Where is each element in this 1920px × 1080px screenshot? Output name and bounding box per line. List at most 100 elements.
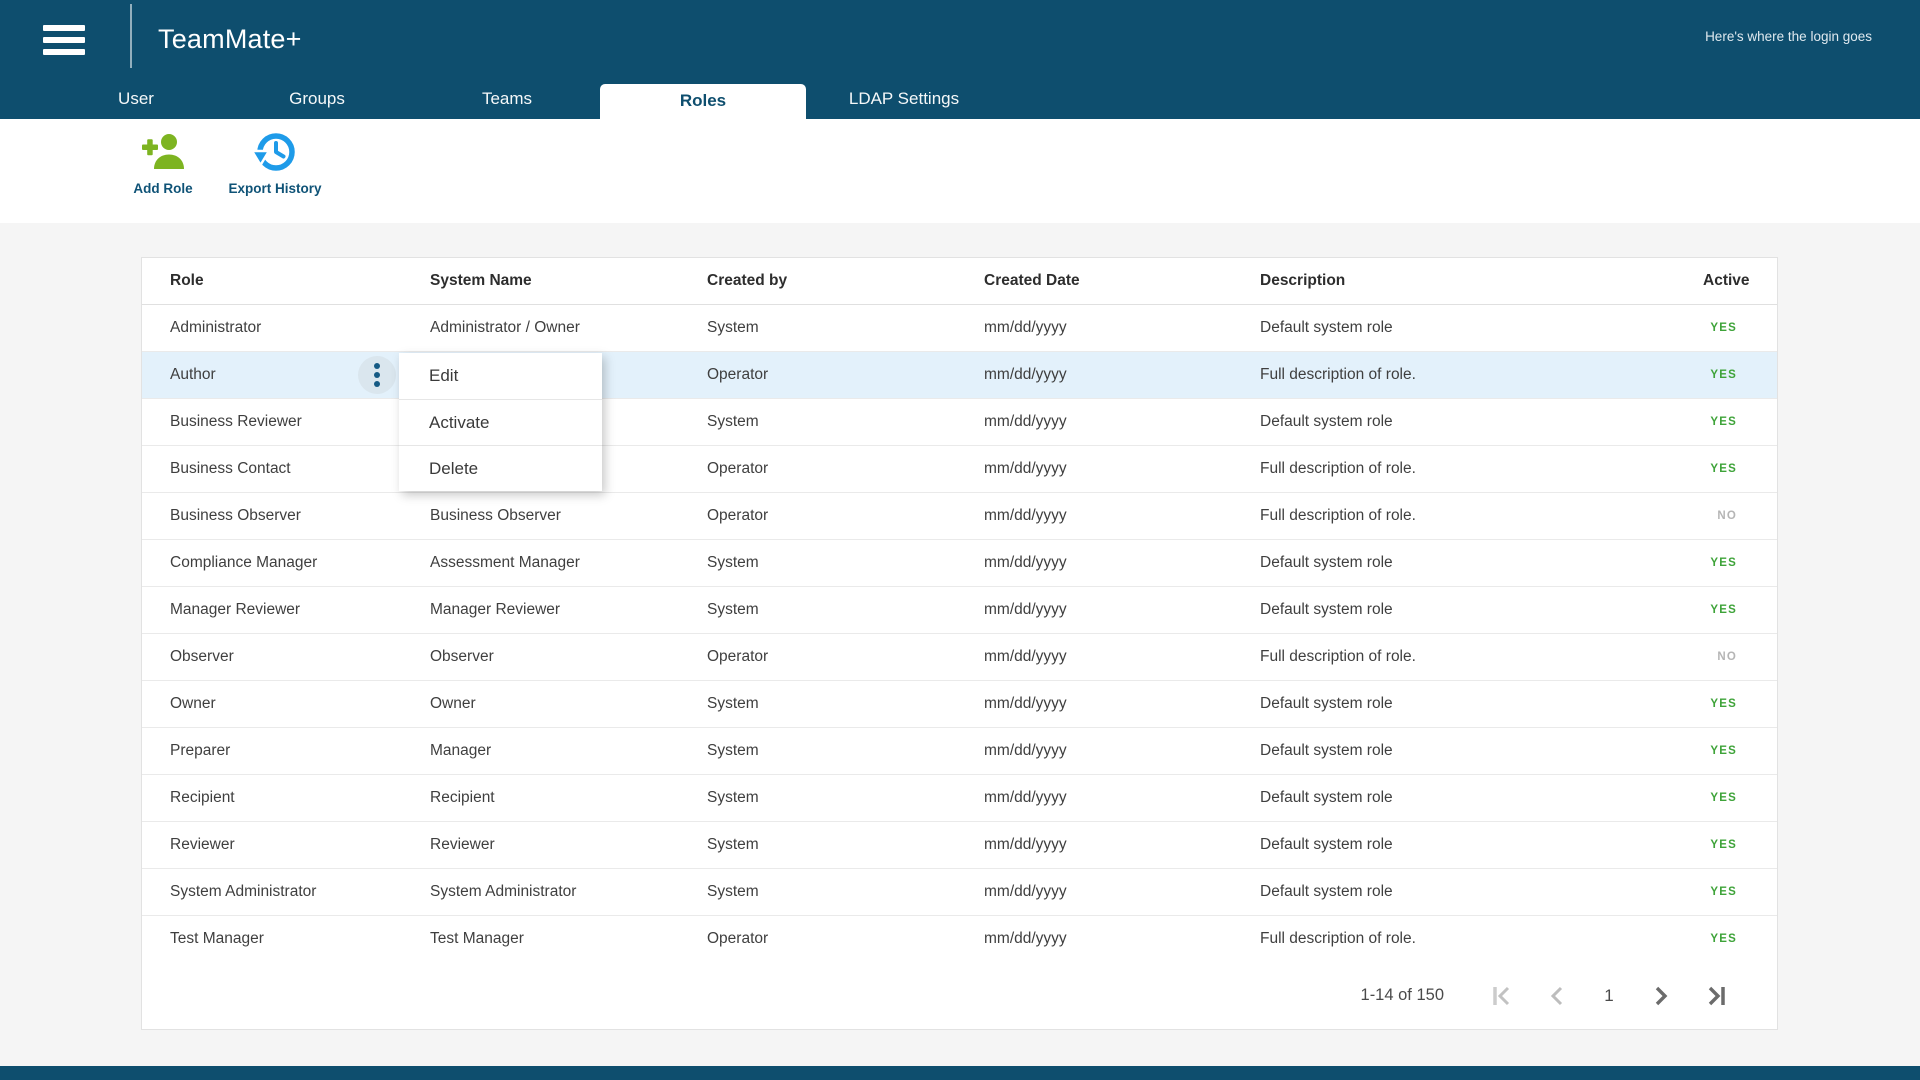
context-menu: Edit Activate Delete xyxy=(399,353,602,491)
cell-active-status: YES xyxy=(1710,792,1737,804)
cell-created-by: System xyxy=(707,789,759,806)
cell-system-name: Business Observer xyxy=(430,507,561,524)
previous-page-button[interactable] xyxy=(1544,983,1570,1009)
cell-description: Full description of role. xyxy=(1260,648,1416,665)
cell-created-by: System xyxy=(707,695,759,712)
cell-role: Author xyxy=(170,366,216,383)
cell-created-date: mm/dd/yyyy xyxy=(984,695,1067,712)
cell-created-date: mm/dd/yyyy xyxy=(984,883,1067,900)
cell-role: Test Manager xyxy=(170,930,264,947)
cell-role: Preparer xyxy=(170,742,231,759)
cell-active-status: YES xyxy=(1710,463,1737,475)
cell-created-date: mm/dd/yyyy xyxy=(984,742,1067,759)
cell-active-status: YES xyxy=(1710,886,1737,898)
cell-created-date: mm/dd/yyyy xyxy=(984,460,1067,477)
tab-user[interactable]: User xyxy=(118,89,154,108)
cell-system-name: Manager Reviewer xyxy=(430,601,561,618)
cell-active-status: NO xyxy=(1717,651,1737,663)
cell-created-date: mm/dd/yyyy xyxy=(984,319,1067,336)
tab-roles[interactable]: Roles xyxy=(600,84,806,119)
login-area-text[interactable]: Here's where the login goes xyxy=(1705,29,1872,44)
cell-system-name: Reviewer xyxy=(430,836,495,853)
cell-description: Default system role xyxy=(1260,836,1393,853)
cell-role: Business Observer xyxy=(170,507,301,524)
last-page-button[interactable] xyxy=(1703,983,1729,1009)
cell-created-date: mm/dd/yyyy xyxy=(984,648,1067,665)
current-page-number[interactable]: 1 xyxy=(1604,985,1614,1005)
add-role-label: Add Role xyxy=(133,181,193,196)
menu-item-activate[interactable]: Activate xyxy=(399,399,602,445)
app-title: TeamMate+ xyxy=(158,24,302,54)
hamburger-menu-icon[interactable] xyxy=(43,25,85,55)
app-header: TeamMate+ Here's where the login goes xyxy=(0,0,1920,80)
page-range-label: 1-14 of 150 xyxy=(1360,986,1444,1004)
bottom-bar xyxy=(0,1066,1920,1080)
cell-system-name: Assessment Manager xyxy=(430,554,580,571)
column-header-description: Description xyxy=(1260,272,1346,289)
cell-role: Administrator xyxy=(170,319,262,336)
table-row[interactable]: System Administrator System Administrato… xyxy=(142,869,1777,916)
first-page-button[interactable] xyxy=(1489,983,1515,1009)
previous-page-icon xyxy=(1550,986,1563,1005)
cell-description: Full description of role. xyxy=(1260,366,1416,383)
cell-created-by: System xyxy=(707,554,759,571)
cell-role: Business Contact xyxy=(170,460,291,477)
cell-active-status: YES xyxy=(1710,698,1737,710)
cell-created-date: mm/dd/yyyy xyxy=(984,836,1067,853)
column-header-created-date: Created Date xyxy=(984,272,1080,289)
cell-description: Default system role xyxy=(1260,601,1393,618)
cell-system-name: Test Manager xyxy=(430,930,524,947)
table-row[interactable]: Administrator Administrator / Owner Syst… xyxy=(142,305,1777,352)
cell-created-by: Operator xyxy=(707,507,769,524)
table-body: Administrator Administrator / Owner Syst… xyxy=(142,305,1777,963)
table-row[interactable]: Compliance Manager Assessment Manager Sy… xyxy=(142,540,1777,587)
cell-role: Reviewer xyxy=(170,836,235,853)
cell-system-name: Manager xyxy=(430,742,492,759)
kebab-menu-button[interactable] xyxy=(358,356,396,394)
table-row[interactable]: Recipient Recipient System mm/dd/yyyy De… xyxy=(142,775,1777,822)
table-row[interactable]: Business Observer Business Observer Oper… xyxy=(142,493,1777,540)
cell-role: Manager Reviewer xyxy=(170,601,301,618)
cell-created-by: System xyxy=(707,319,759,336)
cell-description: Default system role xyxy=(1260,554,1393,571)
cell-description: Default system role xyxy=(1260,695,1393,712)
table-row[interactable]: Owner Owner System mm/dd/yyyy Default sy… xyxy=(142,681,1777,728)
toolbar: Add Role Export History xyxy=(0,119,1920,223)
table-row[interactable]: Preparer Manager System mm/dd/yyyy Defau… xyxy=(142,728,1777,775)
cell-created-date: mm/dd/yyyy xyxy=(984,930,1067,947)
cell-description: Default system role xyxy=(1260,319,1393,336)
export-history-button[interactable]: Export History xyxy=(225,129,325,196)
tab-teams[interactable]: Teams xyxy=(481,89,533,108)
tab-ldap-settings[interactable]: LDAP Settings xyxy=(848,89,960,108)
cell-created-by: System xyxy=(707,601,759,618)
add-person-icon xyxy=(142,134,184,169)
cell-created-date: mm/dd/yyyy xyxy=(984,554,1067,571)
table-row[interactable]: Observer Observer Operator mm/dd/yyyy Fu… xyxy=(142,634,1777,681)
cell-description: Full description of role. xyxy=(1260,507,1416,524)
table-row[interactable]: Business Reviewer System mm/dd/yyyy Defa… xyxy=(142,399,1777,446)
tab-groups[interactable]: Groups xyxy=(289,89,345,108)
add-role-button[interactable]: Add Role xyxy=(116,129,210,196)
column-header-created-by: Created by xyxy=(707,272,788,289)
table-row[interactable]: Business Contact Operator mm/dd/yyyy Ful… xyxy=(142,446,1777,493)
cell-created-by: Operator xyxy=(707,366,769,383)
table-row[interactable]: Author Operator mm/dd/yyyy Full descript… xyxy=(142,352,1777,399)
cell-created-by: System xyxy=(707,413,759,430)
header-divider xyxy=(130,4,132,68)
next-page-icon xyxy=(1655,986,1668,1005)
cell-active-status: YES xyxy=(1710,604,1737,616)
next-page-button[interactable] xyxy=(1648,983,1674,1009)
cell-created-date: mm/dd/yyyy xyxy=(984,507,1067,524)
menu-item-delete[interactable]: Delete xyxy=(399,445,602,491)
history-clock-icon xyxy=(252,133,295,171)
cell-created-by: Operator xyxy=(707,930,769,947)
cell-created-date: mm/dd/yyyy xyxy=(984,601,1067,618)
table-header-row: Role System Name Created by Created Date… xyxy=(142,258,1777,305)
cell-description: Full description of role. xyxy=(1260,460,1416,477)
menu-item-edit[interactable]: Edit xyxy=(429,366,459,385)
table-row[interactable]: Manager Reviewer Manager Reviewer System… xyxy=(142,587,1777,634)
first-page-icon xyxy=(1493,986,1510,1005)
table-row[interactable]: Test Manager Test Manager Operator mm/dd… xyxy=(142,916,1777,963)
roles-table-card: Role System Name Created by Created Date… xyxy=(141,257,1778,1030)
table-row[interactable]: Reviewer Reviewer System mm/dd/yyyy Defa… xyxy=(142,822,1777,869)
